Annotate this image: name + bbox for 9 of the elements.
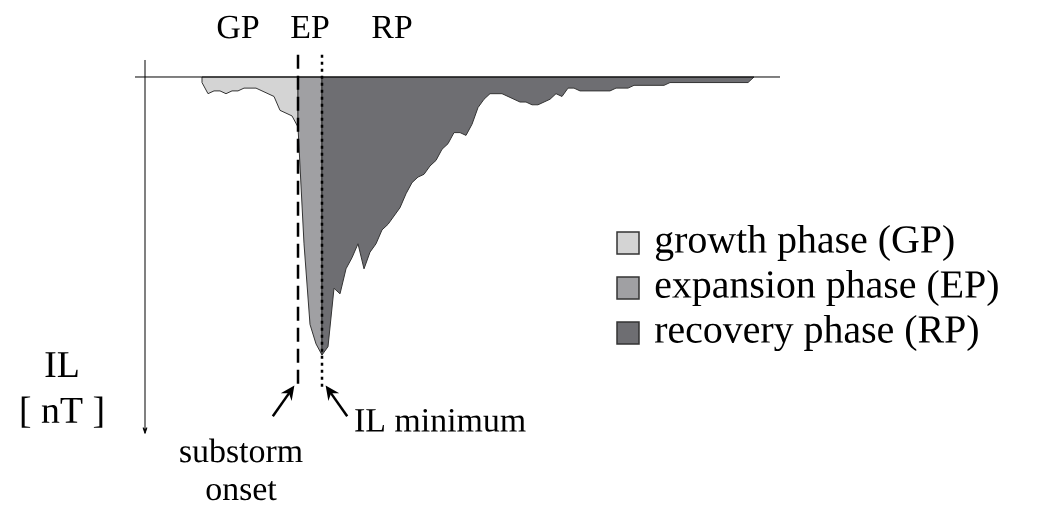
text: GP bbox=[217, 15, 259, 39]
text: substorm onset bbox=[180, 438, 303, 501]
text: IL minimum bbox=[355, 408, 526, 432]
text: RP bbox=[372, 15, 412, 39]
y-axis-title: IL [ nT ] bbox=[21, 352, 103, 428]
legend-label: growth phase (GP) bbox=[655, 224, 954, 262]
legend-label: recovery phase (RP) bbox=[655, 314, 978, 352]
text: EP bbox=[291, 15, 329, 39]
legend-label: expansion phase (EP) bbox=[655, 269, 998, 307]
